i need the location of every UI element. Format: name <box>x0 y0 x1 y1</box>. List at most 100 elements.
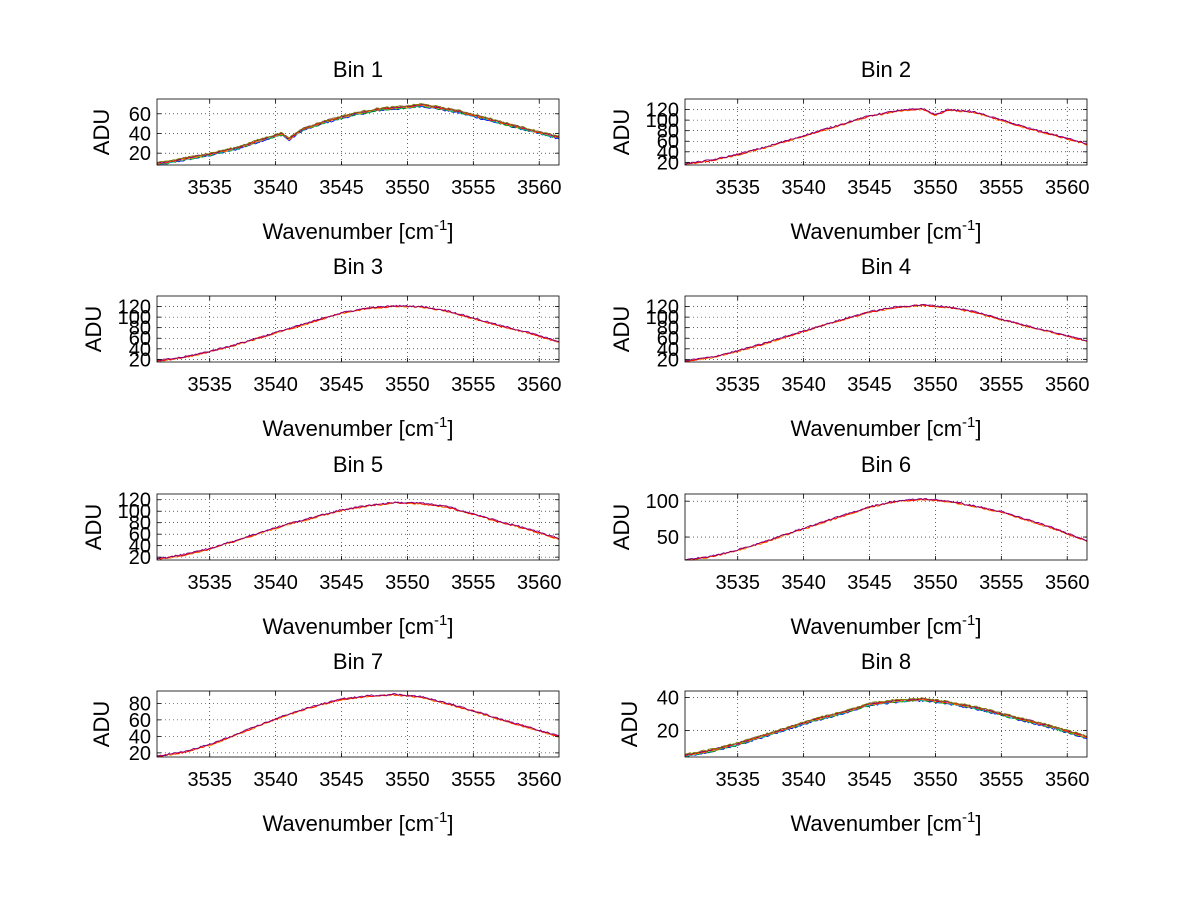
x-tick-label: 3555 <box>979 374 1024 396</box>
x-tick-label: 3535 <box>187 572 232 594</box>
axes-box <box>684 690 1088 758</box>
x-tick-label: 3555 <box>451 177 496 199</box>
x-axis-label: Wavenumber [cm-1] <box>790 809 981 836</box>
y-tick-label: 20 <box>657 721 679 743</box>
series-line <box>156 305 560 363</box>
x-tick-label: 3540 <box>253 769 298 791</box>
x-tick-label: 3560 <box>1045 374 1090 396</box>
x-tick-label: 3560 <box>517 769 562 791</box>
series-line <box>156 305 560 363</box>
y-tick-label: 120 <box>646 297 679 319</box>
series-line <box>684 698 1088 757</box>
x-tick-label: 3560 <box>517 374 562 396</box>
x-tick-label: 3550 <box>913 572 958 594</box>
series-line <box>684 498 1088 561</box>
y-tick-label: 120 <box>646 100 679 122</box>
x-axis-label: Wavenumber [cm-1] <box>262 414 453 441</box>
x-tick-label: 3540 <box>781 769 826 791</box>
series-line <box>684 304 1088 362</box>
y-axis-label: ADU <box>609 109 634 155</box>
series-line <box>684 107 1088 166</box>
x-tick-label: 3550 <box>385 769 430 791</box>
series-line <box>684 698 1088 756</box>
series-line <box>684 107 1088 165</box>
y-tick-label: 40 <box>129 123 151 145</box>
subplot-title: Bin 6 <box>861 452 911 477</box>
series-line <box>684 699 1088 758</box>
x-tick-label: 3540 <box>253 177 298 199</box>
x-axis-label: Wavenumber [cm-1] <box>262 809 453 836</box>
x-tick-label: 3535 <box>715 374 760 396</box>
y-tick-label: 20 <box>129 143 151 165</box>
x-tick-label: 3540 <box>253 374 298 396</box>
x-tick-label: 3545 <box>847 177 892 199</box>
x-axis-label: Wavenumber [cm-1] <box>790 414 981 441</box>
x-tick-label: 3545 <box>847 572 892 594</box>
y-axis-label: ADU <box>617 701 642 747</box>
x-tick-label: 3545 <box>319 769 364 791</box>
y-tick-label: 60 <box>129 328 151 350</box>
y-axis-label: ADU <box>81 306 106 352</box>
y-tick-label: 120 <box>118 490 151 512</box>
y-axis-label: ADU <box>609 306 634 352</box>
y-tick-label: 100 <box>646 307 679 329</box>
y-tick-label: 60 <box>129 524 151 546</box>
y-tick-label: 80 <box>129 693 151 715</box>
y-tick-label: 40 <box>657 339 679 361</box>
x-tick-label: 3560 <box>517 572 562 594</box>
x-tick-label: 3555 <box>451 769 496 791</box>
subplot-bin-8: 3535 3540 3545 3550 3555 3560 20 40 Bin 8 Wavenum… <box>617 649 1089 836</box>
series-line <box>156 501 560 559</box>
series-line <box>684 303 1087 362</box>
x-tick-label: 3560 <box>1045 572 1090 594</box>
subplot-title: Bin 4 <box>861 254 911 279</box>
x-tick-label: 3545 <box>847 769 892 791</box>
y-axis-label: ADU <box>89 701 114 747</box>
x-tick-label: 3560 <box>517 177 562 199</box>
y-tick-label: 40 <box>129 339 151 361</box>
subplot-title: Bin 3 <box>333 254 383 279</box>
axes-box <box>156 690 560 758</box>
x-tick-label: 3555 <box>979 177 1024 199</box>
series-line <box>684 108 1088 165</box>
y-tick-label: 60 <box>129 710 151 732</box>
y-tick-label: 20 <box>657 349 679 371</box>
series-line <box>684 304 1088 362</box>
x-axis-label: Wavenumber [cm-1] <box>790 217 981 244</box>
y-tick-label: 40 <box>129 536 151 558</box>
subplot-title: Bin 8 <box>861 649 911 674</box>
series-line <box>684 699 1088 757</box>
x-tick-label: 3545 <box>319 374 364 396</box>
y-tick-label: 20 <box>129 349 151 371</box>
x-axis-label: Wavenumber [cm-1] <box>790 612 981 639</box>
subplot-title: Bin 1 <box>333 57 383 82</box>
x-tick-label: 3550 <box>913 374 958 396</box>
y-tick-label: 100 <box>118 307 151 329</box>
x-tick-label: 3560 <box>1045 769 1090 791</box>
subplot-title: Bin 2 <box>861 57 911 82</box>
series-line <box>156 693 560 758</box>
series-line <box>156 103 560 164</box>
y-tick-label: 20 <box>129 547 151 569</box>
series-line <box>685 498 1088 561</box>
series-line <box>684 697 1087 756</box>
x-tick-label: 3535 <box>715 177 760 199</box>
x-tick-label: 3540 <box>781 177 826 199</box>
x-tick-label: 3535 <box>187 769 232 791</box>
series-line <box>684 699 1088 757</box>
x-tick-label: 3550 <box>385 374 430 396</box>
x-tick-label: 3545 <box>319 572 364 594</box>
y-tick-label: 20 <box>129 743 151 765</box>
y-tick-label: 80 <box>129 318 151 340</box>
y-axis-label: ADU <box>81 504 106 550</box>
x-tick-label: 3555 <box>451 374 496 396</box>
y-axis-label: ADU <box>89 109 114 155</box>
subplot-title: Bin 5 <box>333 452 383 477</box>
y-tick-label: 40 <box>657 688 679 710</box>
x-tick-label: 3540 <box>253 572 298 594</box>
y-tick-label: 60 <box>657 328 679 350</box>
series-line <box>684 498 1088 561</box>
